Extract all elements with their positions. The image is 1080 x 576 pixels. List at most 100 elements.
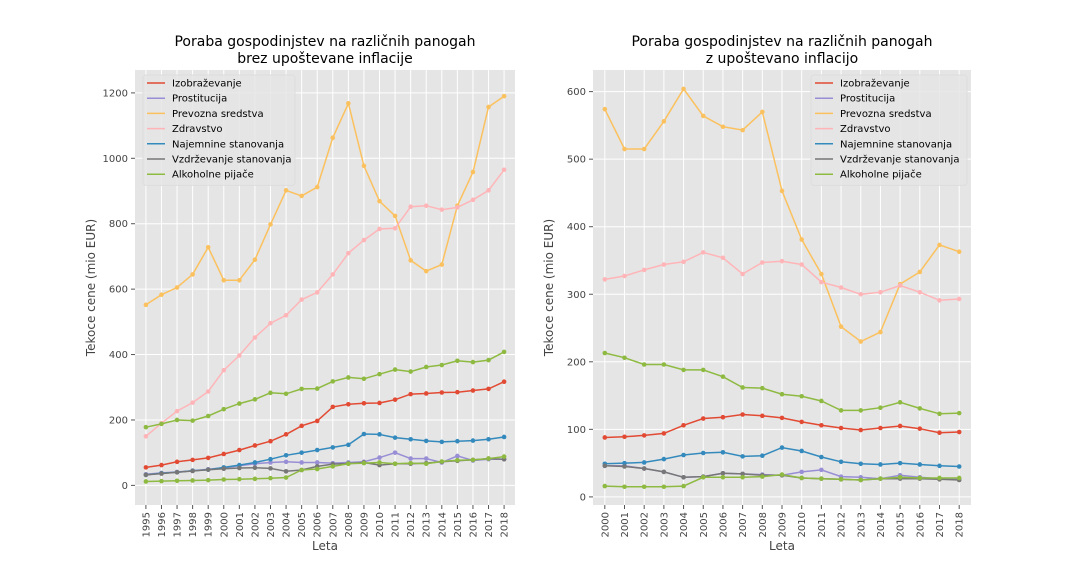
data-point: [159, 471, 164, 476]
data-point: [917, 475, 923, 481]
data-point: [501, 434, 507, 440]
data-point: [423, 364, 429, 370]
legend-entry: Alkoholne pijače: [840, 169, 922, 181]
data-point: [283, 469, 289, 474]
x-tick-label: 2004: [282, 512, 293, 537]
data-point: [283, 313, 289, 318]
data-point: [956, 475, 962, 481]
data-point: [897, 400, 903, 405]
data-point: [330, 135, 336, 141]
data-point: [937, 463, 942, 469]
data-point: [283, 432, 289, 437]
x-tick-label: 1996: [157, 512, 168, 537]
data-point: [878, 462, 883, 467]
data-point: [760, 413, 765, 419]
data-point: [143, 479, 149, 484]
data-point: [423, 438, 429, 444]
data-point: [486, 188, 491, 193]
data-point: [779, 391, 785, 397]
data-point: [937, 242, 942, 248]
data-point: [740, 385, 745, 390]
data-point: [622, 355, 627, 361]
data-point: [799, 393, 804, 399]
data-point: [346, 442, 351, 448]
data-point: [221, 451, 227, 457]
x-tick-label: 2018: [500, 512, 511, 537]
data-point: [799, 262, 804, 267]
data-point: [408, 436, 413, 442]
data-point: [681, 259, 686, 265]
data-point: [917, 269, 923, 275]
data-point: [392, 213, 398, 219]
data-point: [740, 127, 745, 133]
data-point: [455, 457, 460, 463]
series-line: [145, 351, 505, 428]
data-point: [641, 433, 647, 438]
x-tick-label: 2015: [896, 512, 907, 537]
y-axis-label: Tekoce cene (mio EUR): [84, 219, 98, 357]
data-point: [174, 417, 180, 423]
data-point: [330, 445, 336, 450]
data-point: [602, 463, 608, 469]
data-point: [681, 86, 686, 92]
data-point: [237, 353, 242, 358]
data-point: [799, 469, 804, 475]
data-point: [838, 408, 844, 413]
data-point: [956, 464, 962, 469]
chart-title: z upoštevano inflacijo: [706, 51, 858, 67]
data-point: [221, 477, 227, 482]
x-tick-label: 2011: [391, 512, 402, 537]
data-point: [174, 478, 180, 484]
data-point: [299, 297, 304, 302]
data-point: [760, 260, 765, 265]
data-point: [720, 450, 726, 455]
x-tick-label: 2007: [328, 512, 339, 537]
data-point: [937, 411, 942, 417]
data-point: [501, 379, 507, 384]
data-point: [917, 289, 923, 295]
data-point: [956, 429, 962, 435]
data-point: [392, 450, 398, 455]
legend: Izobraževanje Prostitucija Prevozna sredst…: [142, 74, 296, 186]
data-point: [779, 415, 785, 421]
data-point: [661, 431, 667, 436]
data-point: [486, 436, 491, 442]
data-point: [377, 460, 382, 465]
y-tick-label: 300: [567, 290, 586, 301]
data-point: [174, 459, 180, 465]
data-point: [838, 324, 844, 329]
data-point: [455, 358, 460, 364]
data-point: [937, 298, 942, 303]
data-point: [602, 483, 608, 489]
y-tick-label: 1000: [103, 154, 128, 165]
data-point: [501, 93, 507, 99]
data-point: [720, 255, 726, 261]
series: [602, 350, 962, 417]
data-point: [159, 478, 164, 484]
x-tick-label: 2008: [758, 512, 769, 537]
data-point: [486, 386, 491, 392]
x-tick-label: 2001: [620, 512, 631, 537]
data-point: [858, 339, 864, 344]
data-point: [268, 390, 273, 396]
series-line: [145, 169, 505, 437]
data-point: [937, 430, 942, 436]
x-tick-label: 2011: [817, 512, 828, 537]
data-point: [283, 459, 289, 465]
data-point: [779, 258, 785, 264]
data-point: [858, 477, 864, 483]
data-point: [740, 271, 745, 277]
data-point: [439, 459, 445, 464]
data-point: [392, 367, 398, 372]
x-tick-label: 2016: [468, 512, 479, 537]
data-point: [346, 375, 351, 380]
chart-1: 0 200 400 600 800 1000 1200 1995 1996 1997 1998 199…: [84, 34, 515, 553]
data-point: [897, 460, 903, 466]
data-point: [174, 408, 180, 414]
series-line: [145, 455, 505, 483]
data-point: [779, 188, 785, 194]
data-point: [423, 203, 429, 209]
legend-entry: Zdravstvo: [840, 124, 891, 135]
x-tick-label: 2001: [235, 512, 246, 537]
data-point: [838, 425, 844, 431]
